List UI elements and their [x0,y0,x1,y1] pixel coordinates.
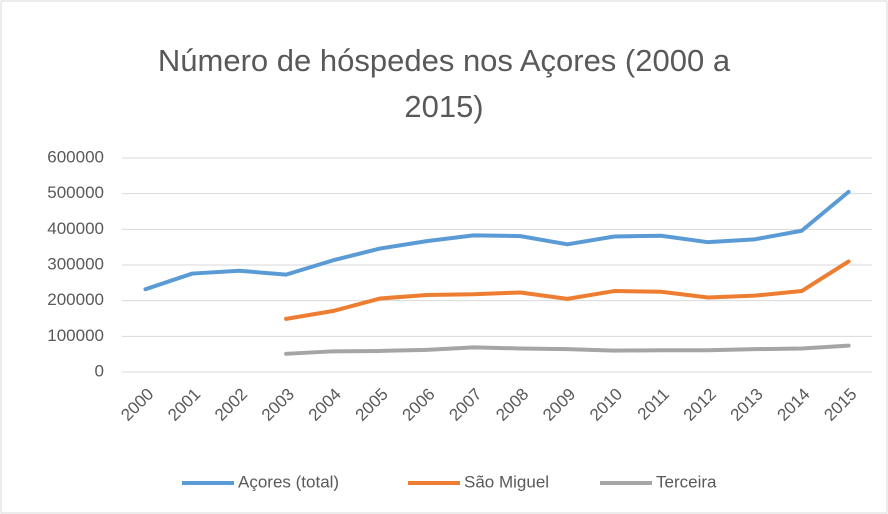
x-tick-label: 2008 [492,385,532,425]
x-tick-label: 2014 [774,385,814,425]
x-tick-label: 2007 [445,385,485,425]
x-tick-label: 2003 [258,385,298,425]
y-tick-label: 0 [95,361,104,380]
x-tick-label: 2001 [164,385,204,425]
y-tick-label: 500000 [47,183,104,202]
x-tick-label: 2012 [680,385,720,425]
y-tick-label: 400000 [47,219,104,238]
chart-title: Número de hóspedes nos Açores (2000 a 20… [157,43,731,124]
y-tick-label: 300000 [47,254,104,273]
x-tick-label: 2002 [211,385,251,425]
x-tick-label: 2015 [820,385,860,425]
y-tick-label: 600000 [47,147,104,166]
series-line [143,189,851,292]
series-line [284,343,851,356]
x-tick-label: 2006 [399,385,439,425]
x-tick-label: 2004 [305,385,345,425]
x-tick-label: 2005 [352,385,392,425]
y-tick-label: 200000 [47,290,104,309]
legend-label: Açores (total) [238,472,339,491]
x-tick-label: 2009 [539,385,579,425]
legend-label: São Miguel [464,472,549,491]
x-tick-label: 2011 [634,385,673,424]
y-tick-label: 100000 [47,326,104,345]
x-tick-label: 2000 [117,385,157,425]
series-line [284,259,851,321]
x-tick-label: 2013 [727,385,767,425]
legend-label: Terceira [656,472,717,491]
x-tick-label: 2010 [586,385,626,425]
